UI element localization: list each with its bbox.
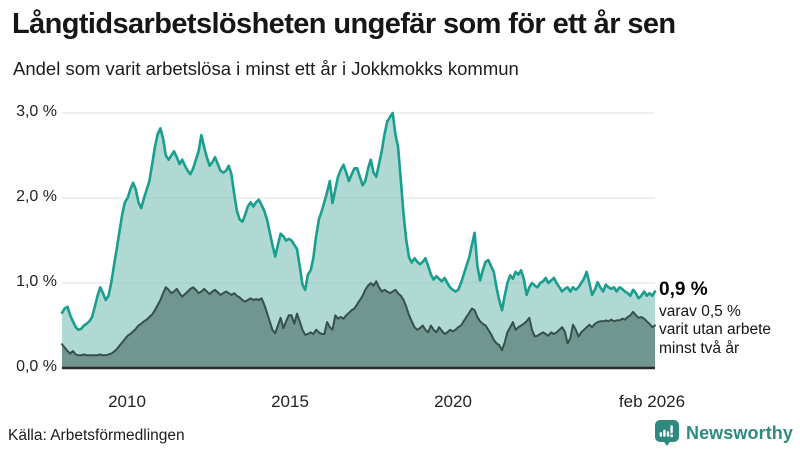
x-axis-tick-2015: 2015 — [271, 392, 309, 411]
x-axis-tick-2020: 2020 — [434, 392, 472, 411]
x-axis-tick-2010: 2010 — [108, 392, 146, 411]
annotation-line-3: minst två år — [659, 339, 740, 357]
y-axis-tick-0: 0,0 % — [16, 358, 57, 375]
page-title: Långtidsarbetslösheten ungefär som för e… — [12, 8, 676, 40]
y-axis-tick-3: 3,0 % — [16, 103, 57, 120]
newsworthy-wordmark: Newsworthy — [685, 423, 793, 443]
x-axis-tick-feb-2026: feb 2026 — [618, 392, 686, 411]
latest-value-annotation: 0,9 % varav 0,5 % varit utan arbete mins… — [659, 279, 794, 358]
newsworthy-logo[interactable]: Newsworthy — [654, 420, 793, 447]
newsworthy-icon — [654, 420, 679, 446]
annotation-line-2: varit utan arbete — [659, 321, 772, 338]
latest-value-1yr: 0,9 % — [659, 279, 708, 300]
y-axis-tick-1: 1,0 % — [16, 273, 57, 290]
y-axis-tick-2: 2,0 % — [16, 188, 57, 205]
source-note: Källa: Arbetsförmedlingen — [8, 427, 185, 444]
chart-subtitle: Andel som varit arbetslösa i minst ett å… — [13, 58, 519, 79]
annotation-line-1: varav 0,5 % — [659, 302, 741, 320]
